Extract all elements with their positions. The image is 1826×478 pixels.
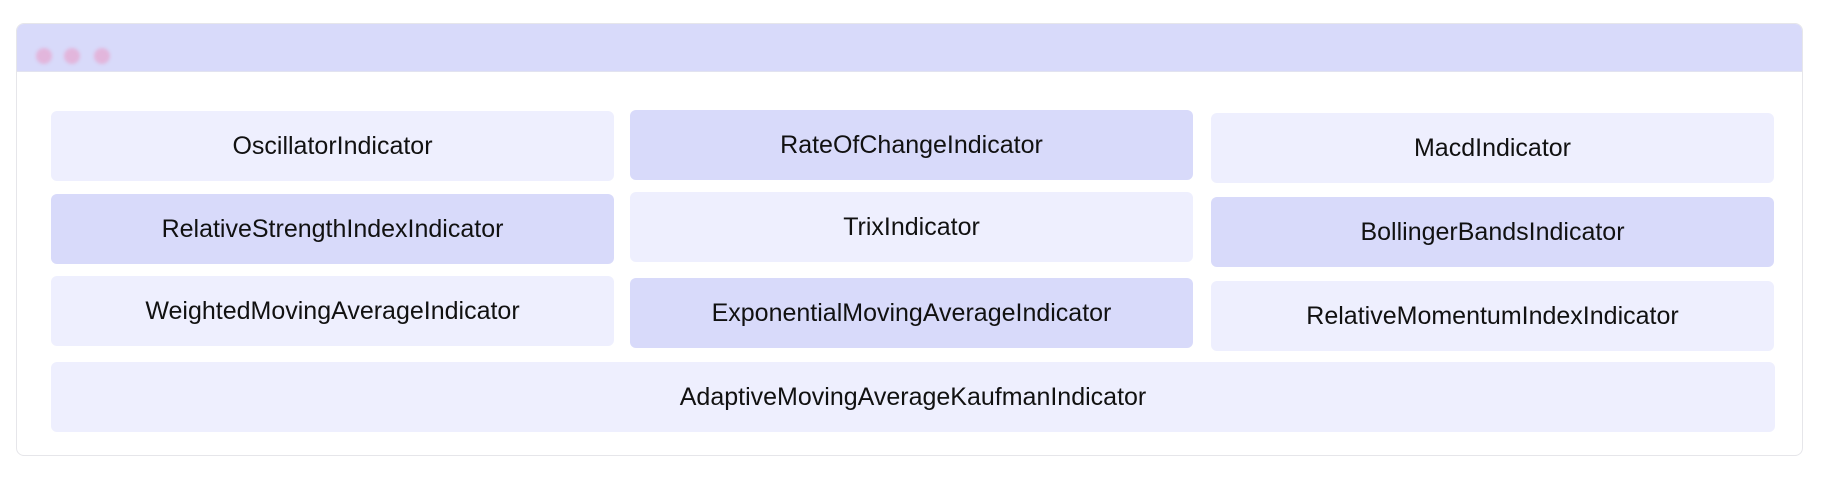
tile-bollinger-bands-indicator[interactable]: BollingerBandsIndicator [1211, 197, 1774, 267]
tile-weighted-moving-average-indicator[interactable]: WeightedMovingAverageIndicator [51, 276, 614, 346]
tile-label: RateOfChangeIndicator [780, 130, 1043, 159]
title-bar [17, 24, 1802, 72]
maximize-dot-icon[interactable] [94, 48, 110, 64]
tile-macd-indicator[interactable]: MacdIndicator [1211, 113, 1774, 183]
tile-label: TrixIndicator [843, 212, 980, 241]
close-dot-icon[interactable] [36, 48, 52, 64]
minimize-dot-icon[interactable] [64, 48, 80, 64]
tile-label: RelativeMomentumIndexIndicator [1306, 301, 1679, 330]
tile-label: RelativeStrengthIndexIndicator [161, 214, 504, 243]
tile-adaptive-moving-average-kaufman-indicator[interactable]: AdaptiveMovingAverageKaufmanIndicator [51, 362, 1775, 432]
tile-label: OscillatorIndicator [232, 131, 433, 160]
tile-oscillator-indicator[interactable]: OscillatorIndicator [51, 111, 614, 181]
tile-exponential-moving-average-indicator[interactable]: ExponentialMovingAverageIndicator [630, 278, 1193, 348]
tile-relative-momentum-index-indicator[interactable]: RelativeMomentumIndexIndicator [1211, 281, 1774, 351]
tile-trix-indicator[interactable]: TrixIndicator [630, 192, 1193, 262]
tile-rate-of-change-indicator[interactable]: RateOfChangeIndicator [630, 110, 1193, 180]
tile-label: BollingerBandsIndicator [1360, 217, 1625, 246]
tile-label: AdaptiveMovingAverageKaufmanIndicator [679, 382, 1147, 411]
tile-relative-strength-index-indicator[interactable]: RelativeStrengthIndexIndicator [51, 194, 614, 264]
tile-label: MacdIndicator [1413, 133, 1572, 162]
tile-label: WeightedMovingAverageIndicator [145, 296, 520, 325]
tile-label: ExponentialMovingAverageIndicator [711, 298, 1112, 327]
